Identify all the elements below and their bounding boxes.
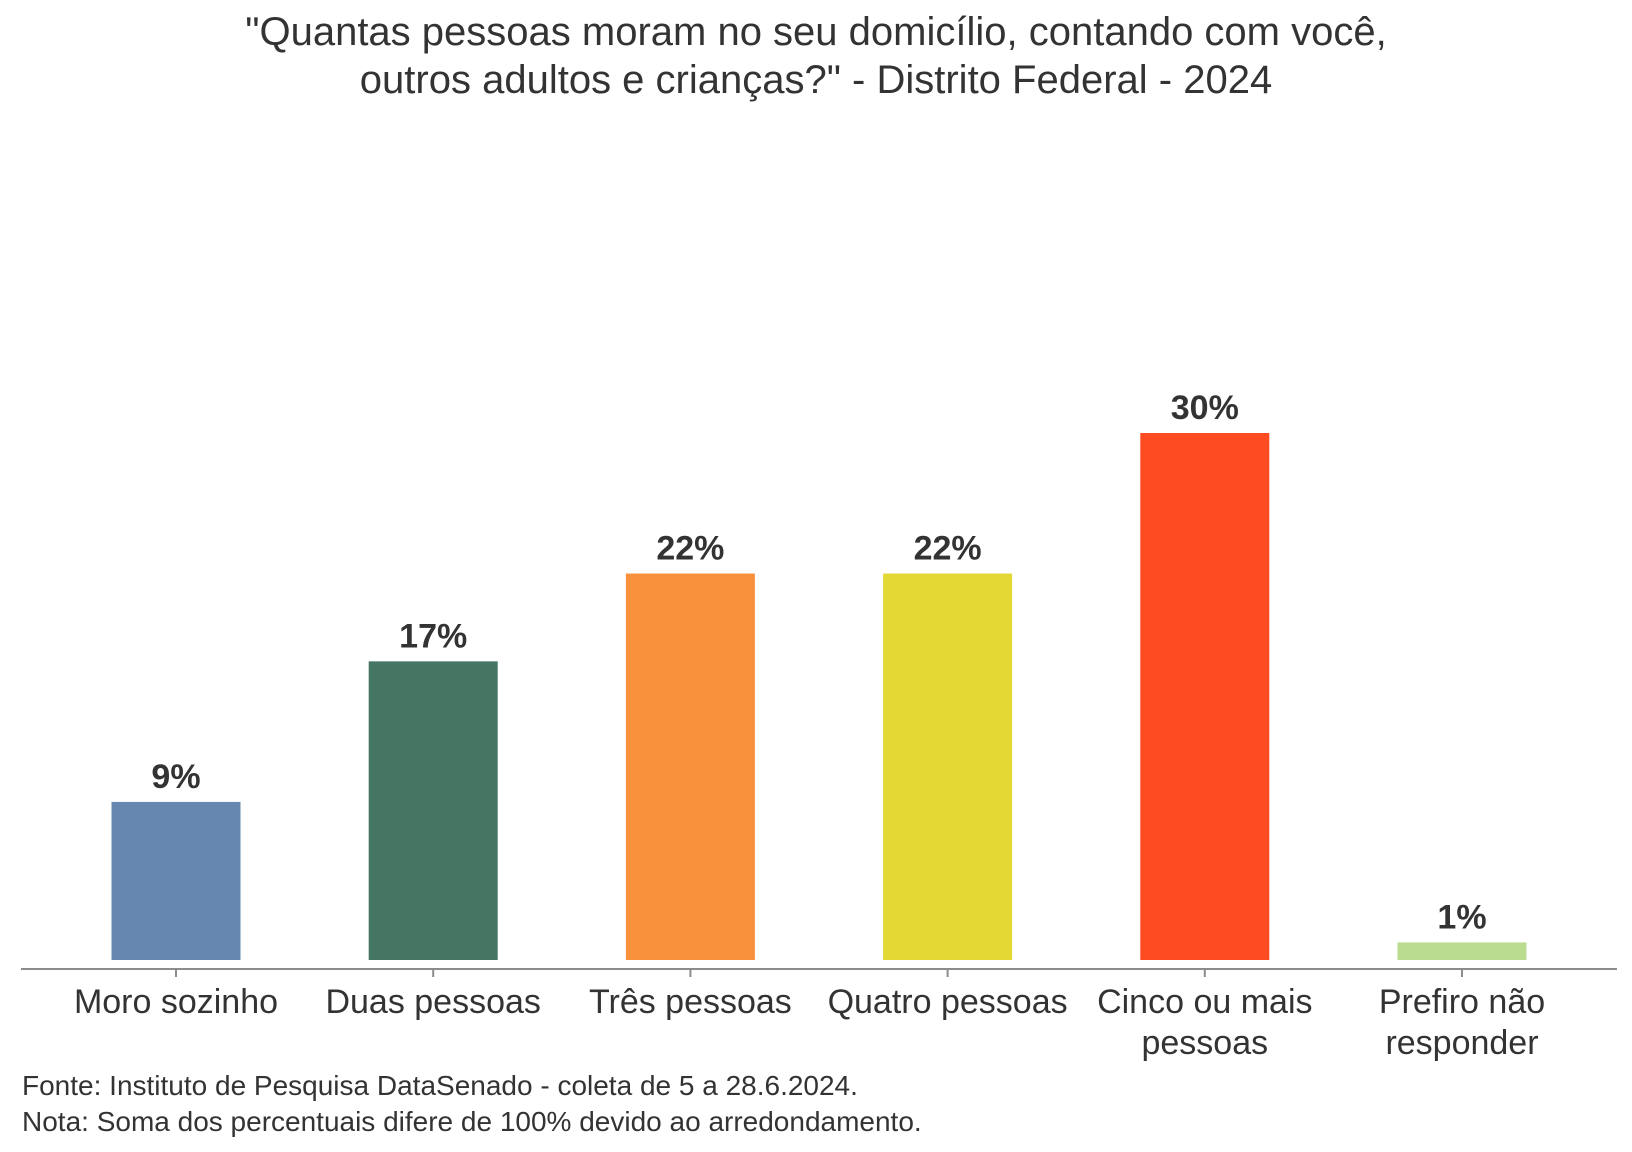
data-label: 22% (914, 530, 982, 568)
bar (883, 573, 1013, 960)
source-note: Fonte: Instituto de Pesquisa DataSenado … (22, 1070, 858, 1101)
x-tick-label: Três pessoas (589, 983, 792, 1021)
data-label: 9% (151, 758, 200, 796)
data-label: 17% (399, 617, 467, 655)
rounding-note: Nota: Soma dos percentuais difere de 100… (22, 1106, 922, 1137)
data-labels-group: 9% 17% 22% 22% 30% 1% (151, 389, 1486, 936)
x-tick-label: pessoas (1141, 1024, 1268, 1062)
x-tick-label: responder (1385, 1024, 1538, 1062)
x-tick-label: Prefiro não (1379, 983, 1545, 1021)
chart-title-line-1: "Quantas pessoas moram no seu domicílio,… (245, 10, 1387, 54)
bar (1397, 942, 1527, 960)
bars-group (111, 433, 1527, 960)
x-tick-label: Duas pessoas (325, 983, 540, 1021)
bar (368, 661, 498, 960)
x-tick-label: Moro sozinho (74, 983, 278, 1021)
bar (111, 801, 241, 960)
data-label: 1% (1437, 898, 1486, 936)
x-tick-label: Quatro pessoas (828, 983, 1068, 1021)
data-label: 22% (656, 530, 724, 568)
bar (1140, 433, 1270, 960)
chart-footer: Fonte: Instituto de Pesquisa DataSenado … (22, 1068, 922, 1140)
data-label: 30% (1171, 389, 1239, 427)
bar (625, 573, 755, 960)
x-ticks-group (175, 969, 1463, 977)
chart-title-line-2: outros adultos e crianças?" - Distrito F… (359, 58, 1273, 102)
x-tick-labels-group: Moro sozinho Duas pessoas Três pessoas Quat… (74, 983, 1545, 1062)
x-tick-label: Cinco ou mais (1097, 983, 1312, 1021)
chart-title: "Quantas pessoas moram no seu domicílio,… (0, 8, 1632, 104)
